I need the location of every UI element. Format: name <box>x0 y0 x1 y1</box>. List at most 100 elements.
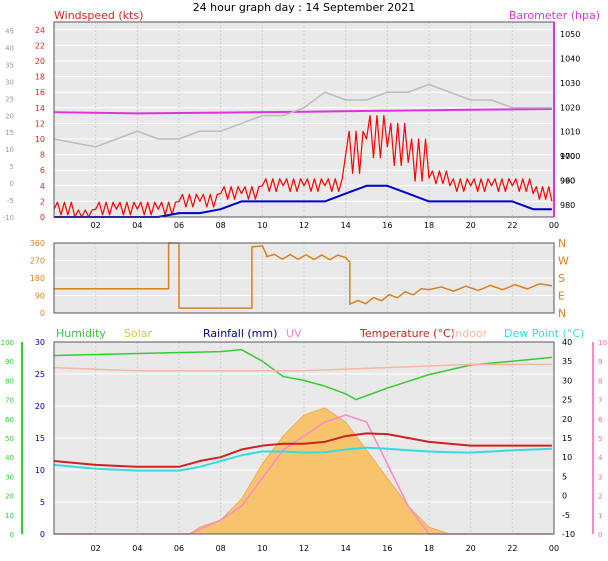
rain-tick: 10 <box>35 466 45 475</box>
uv-tick: 2 <box>598 493 602 501</box>
dir-tick: 360 <box>30 239 45 248</box>
compass-label: E <box>558 290 565 303</box>
rain-tick: 25 <box>35 370 45 379</box>
x-tick-label: 18 <box>424 221 434 230</box>
x-tick-label: 16 <box>382 221 392 230</box>
outer-tick: 45 <box>5 27 14 35</box>
humidity-tick: 10 <box>5 512 14 520</box>
outer-tick: 35 <box>5 61 14 69</box>
legend-item: Temperature (°C) <box>359 327 455 340</box>
wind-tick: 2 <box>40 197 45 206</box>
chart-title: 24 hour graph day : 14 September 2021 <box>193 1 416 14</box>
dewpoint-line <box>53 446 552 472</box>
temperature-line <box>53 432 552 468</box>
x-tick-label: 06 <box>174 221 184 230</box>
wind-tick: 16 <box>35 88 45 97</box>
axes-3: 02 04 06 08 10 12 14 16 18 20 22 000510152025300102… <box>1 338 607 553</box>
x-tick-label: 22 <box>507 544 517 553</box>
x-tick-label: 10 <box>257 221 267 230</box>
temp-tick: -5 <box>562 511 570 520</box>
wind-axis-label: Windspeed (kts) <box>54 9 143 22</box>
baro-tick: 1010 <box>560 128 580 137</box>
axes-1: 02 04 06 08 10 12 14 16 18 20 22 000246810121416182… <box>3 21 580 230</box>
plot-frame <box>53 242 555 314</box>
winddir-line <box>54 242 553 309</box>
humidity-tick: 0 <box>10 531 14 539</box>
legend-item: UV <box>286 327 302 340</box>
baro-tick: 990 <box>560 176 575 185</box>
wind-tick: 18 <box>35 73 45 82</box>
wind-tick: 8 <box>40 151 45 160</box>
series-3 <box>53 348 552 535</box>
indoor-line <box>53 363 552 372</box>
dir-tick: 0 <box>40 309 45 318</box>
compass-label: N <box>558 307 566 320</box>
rain-tick: 0 <box>40 530 45 539</box>
wind-tick: 6 <box>40 166 45 175</box>
wind-tick: 14 <box>35 104 45 113</box>
x-tick-label: 04 <box>132 221 142 230</box>
outer-tick: -10 <box>3 214 14 222</box>
x-tick-label: 20 <box>466 544 476 553</box>
x-tick-label: 12 <box>299 221 309 230</box>
humidity-tick: 20 <box>5 493 14 501</box>
outer-tick: 20 <box>5 112 14 120</box>
temp-tick: 15 <box>562 434 572 443</box>
uv-tick: 1 <box>598 512 602 520</box>
baro-line <box>53 108 552 115</box>
x-tick-label: 10 <box>257 544 267 553</box>
baro-tick: 1040 <box>560 55 580 64</box>
temp-tick: 35 <box>562 357 572 366</box>
uv-tick: 6 <box>598 416 603 424</box>
outer-tick: 25 <box>5 95 14 103</box>
uv-tick: 4 <box>598 454 603 462</box>
temp-tick: 0 <box>562 492 567 501</box>
outer-tick: 30 <box>5 78 14 86</box>
outer-tick: 0 <box>10 180 14 188</box>
baro-axis-label: Barometer (hpa) <box>509 9 600 22</box>
temp-tick: 30 <box>562 376 572 385</box>
legend-item: Humidity <box>56 327 106 340</box>
wind-tick: 22 <box>35 41 45 50</box>
baro-tick: 1030 <box>560 79 580 88</box>
x-tick-label: 20 <box>466 221 476 230</box>
dir-tick: 180 <box>30 274 45 283</box>
humidity-tick: 80 <box>5 377 14 385</box>
trend-line <box>53 83 552 148</box>
x-tick-label: 06 <box>174 544 184 553</box>
uv-tick: 0 <box>598 531 602 539</box>
x-tick-label: 22 <box>507 221 517 230</box>
wind-tick: 12 <box>35 119 45 128</box>
humidity-tick: 90 <box>5 358 14 366</box>
uv-tick: 5 <box>598 435 602 443</box>
uv-tick: 9 <box>598 358 602 366</box>
x-tick-label: 04 <box>132 544 142 553</box>
dir-tick: 270 <box>30 257 45 266</box>
wind-tick: 10 <box>35 135 45 144</box>
baro-tick: 1000 <box>560 152 580 161</box>
temp-tick: 10 <box>562 453 572 462</box>
x-tick-label: 00 <box>549 544 559 553</box>
legend-item: Indoor <box>452 327 488 340</box>
humidity-tick: 50 <box>5 435 14 443</box>
baro-side-tick: 960 <box>560 176 575 185</box>
dir-tick: 90 <box>35 292 45 301</box>
baro-tick: 980 <box>560 201 575 210</box>
x-tick-label: 14 <box>341 221 351 230</box>
humidity-tick: 70 <box>5 397 14 405</box>
rain-tick: 20 <box>35 402 45 411</box>
outer-tick: 5 <box>10 163 14 171</box>
humidity-tick: 30 <box>5 473 14 481</box>
legend-3: Humidity Solar Rainfall (mm) UV Temperature … <box>56 327 584 340</box>
x-tick-label: 02 <box>91 221 101 230</box>
x-tick-label: 00 <box>549 221 559 230</box>
humidity-tick: 60 <box>5 416 14 424</box>
grid-1 <box>54 22 555 218</box>
humidity-tick: 100 <box>1 339 14 347</box>
legend-item: Dew Point (°C) <box>504 327 584 340</box>
x-tick-label: 18 <box>424 544 434 553</box>
temp-tick: 40 <box>562 338 572 347</box>
series-2 <box>54 242 553 309</box>
x-tick-label: 14 <box>341 544 351 553</box>
